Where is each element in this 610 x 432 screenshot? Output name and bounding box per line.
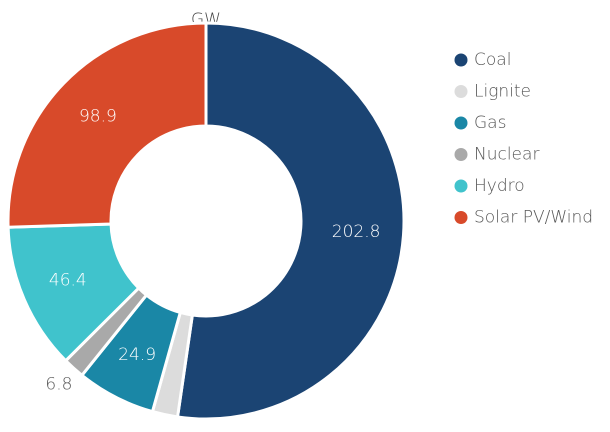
slice (175, 21, 406, 421)
slice (6, 21, 208, 229)
data-label: 24.9 (118, 345, 156, 365)
data-label: 98.9 (79, 106, 117, 126)
data-label: 202.8 (332, 222, 381, 242)
legend-marker (454, 148, 468, 161)
legend-marker (454, 179, 468, 193)
legend-label: Solar PV/Wind (474, 208, 593, 228)
legend-label: Hydro (474, 176, 525, 196)
legend-label: Coal (474, 50, 511, 70)
legend-marker (454, 116, 468, 130)
data-label: 6.8 (45, 375, 72, 395)
legend-marker (454, 53, 468, 67)
data-label: 46.4 (49, 271, 87, 291)
legend-label: Nuclear (474, 145, 539, 165)
legend-marker (454, 211, 468, 224)
legend-marker (454, 85, 468, 98)
legend-label: Lignite (474, 82, 531, 102)
legend-label: Gas (474, 113, 506, 133)
